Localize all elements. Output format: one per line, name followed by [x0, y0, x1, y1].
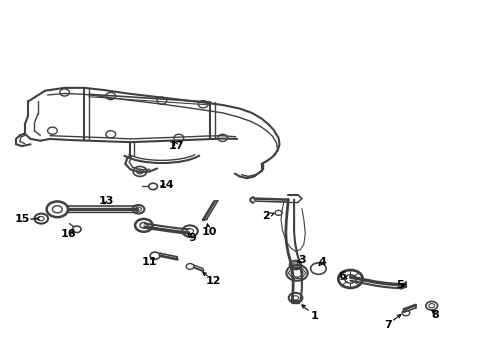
- Text: 17: 17: [168, 141, 184, 151]
- Text: 8: 8: [430, 310, 438, 320]
- Text: 15: 15: [15, 213, 30, 224]
- Text: 3: 3: [298, 255, 305, 265]
- Text: 10: 10: [202, 227, 217, 237]
- Text: 2: 2: [262, 211, 270, 221]
- Text: 14: 14: [159, 180, 174, 190]
- Text: 5: 5: [395, 280, 403, 291]
- Text: 16: 16: [61, 229, 76, 239]
- Text: 7: 7: [383, 320, 391, 330]
- Text: 13: 13: [98, 197, 113, 206]
- Text: 6: 6: [337, 271, 345, 282]
- Text: 1: 1: [310, 311, 318, 321]
- Text: 4: 4: [318, 257, 325, 267]
- Text: 9: 9: [188, 233, 196, 243]
- Text: 12: 12: [206, 276, 221, 286]
- Text: 11: 11: [142, 257, 157, 267]
